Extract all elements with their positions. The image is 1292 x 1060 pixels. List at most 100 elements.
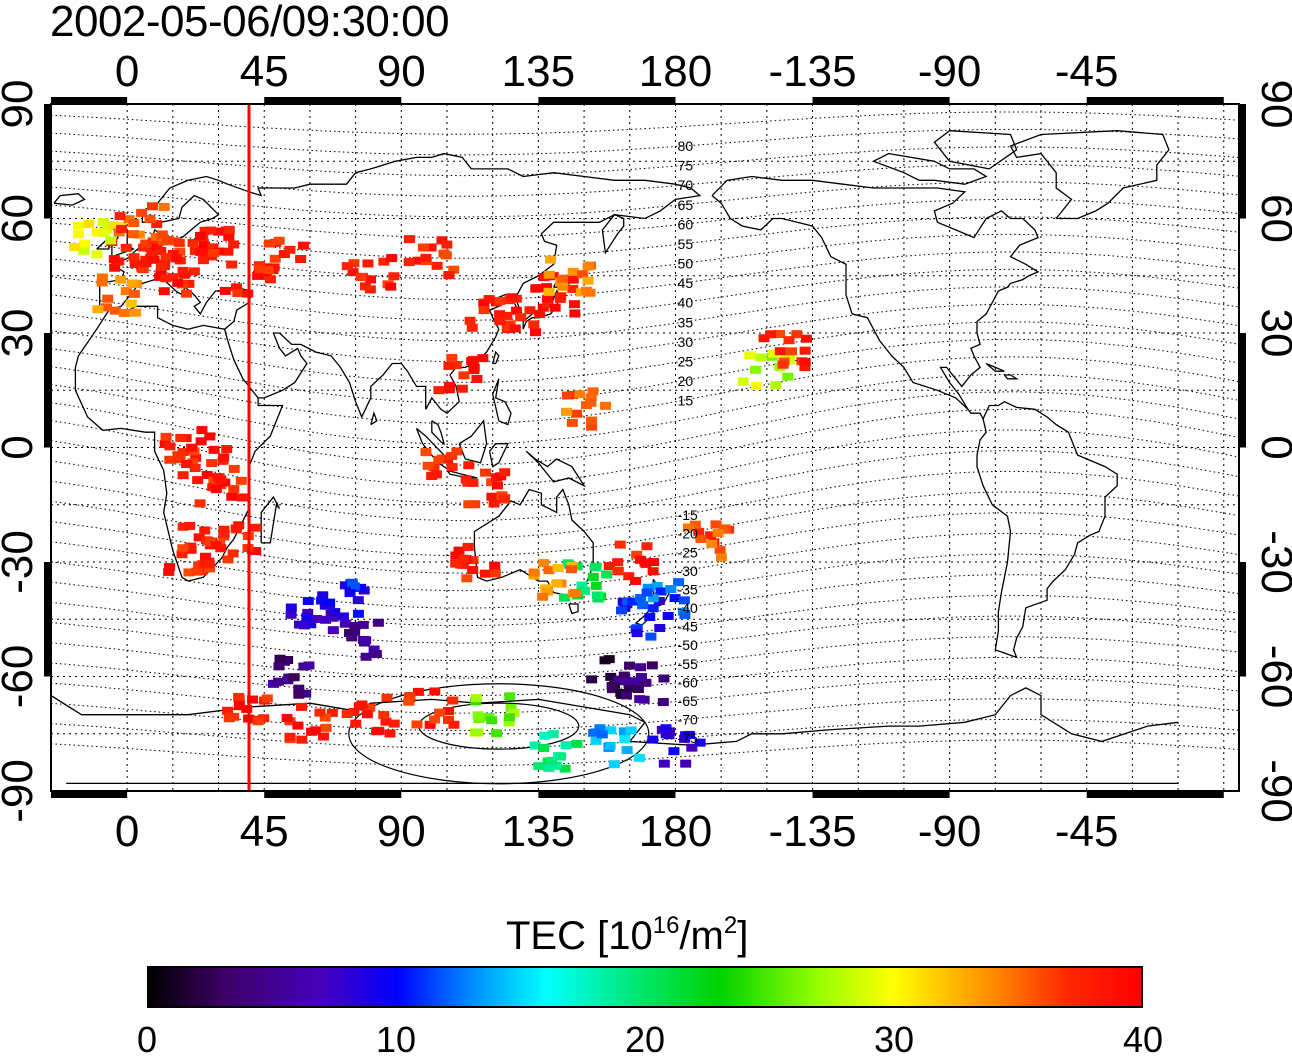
tec-point xyxy=(635,663,646,671)
tec-point xyxy=(184,522,195,530)
tec-point xyxy=(174,239,185,247)
tec-point xyxy=(473,711,484,719)
geomag-label: 45 xyxy=(678,275,694,291)
tec-point xyxy=(159,287,170,295)
tec-point xyxy=(755,353,766,361)
geomag-line xyxy=(51,182,1239,217)
coastline xyxy=(1004,375,1016,379)
tec-point xyxy=(471,375,482,383)
coastline xyxy=(986,364,1004,372)
tec-point xyxy=(0,624,1,632)
tec-point xyxy=(128,230,139,238)
frame-segment xyxy=(51,791,127,798)
tec-point xyxy=(544,271,555,279)
tec-point xyxy=(199,526,210,534)
frame-segment xyxy=(44,333,51,448)
tec-point xyxy=(586,675,597,683)
tec-point xyxy=(659,760,670,768)
tec-point xyxy=(544,288,555,296)
tec-point xyxy=(200,553,211,561)
tec-point xyxy=(446,354,457,362)
tec-point xyxy=(778,361,789,369)
colorbar-tick-label: 0 xyxy=(137,1022,157,1058)
tec-point xyxy=(384,729,395,737)
tec-point xyxy=(130,309,141,317)
coastline xyxy=(1011,131,1169,219)
tec-point xyxy=(350,622,361,630)
tec-point xyxy=(388,272,399,280)
tec-point xyxy=(800,358,811,366)
top-lon-tick-label: 0 xyxy=(115,47,139,96)
tec-point xyxy=(295,255,306,263)
tec-point xyxy=(195,232,206,240)
tec-point xyxy=(371,650,382,658)
tec-point xyxy=(97,279,108,287)
tec-point xyxy=(353,596,364,604)
tec-point xyxy=(600,656,611,664)
tec-point xyxy=(538,744,549,752)
tec-point xyxy=(213,473,224,481)
tec-point xyxy=(119,309,130,317)
tec-point xyxy=(314,709,325,717)
tec-point xyxy=(800,347,811,355)
left-lat-tick-label: 90 xyxy=(0,80,42,129)
tec-point xyxy=(237,493,248,501)
tec-point xyxy=(220,287,231,295)
top-lon-tick-label: 45 xyxy=(240,47,289,96)
geomag-line xyxy=(51,374,1239,444)
tec-point xyxy=(192,476,203,484)
tec-point xyxy=(196,426,207,434)
geomag-label: -35 xyxy=(678,581,698,597)
tec-point xyxy=(716,553,727,561)
colorbar-tick-label: 10 xyxy=(376,1022,416,1058)
tec-point xyxy=(570,589,581,597)
tec-point xyxy=(115,276,126,284)
tec-point xyxy=(109,255,120,263)
tec-point xyxy=(98,229,109,237)
tec-point xyxy=(531,284,542,292)
tec-point xyxy=(504,692,515,700)
tec-point xyxy=(232,289,243,297)
tec-point xyxy=(241,705,252,713)
tec-point xyxy=(786,347,797,355)
tec-point xyxy=(630,577,641,585)
colorbar-tick-label: 40 xyxy=(1123,1022,1163,1058)
tec-point xyxy=(328,626,339,634)
tec-point xyxy=(163,568,174,576)
tec-point xyxy=(550,304,561,312)
tec-point xyxy=(490,569,501,577)
tec-point xyxy=(159,203,170,211)
coastline xyxy=(51,688,1178,745)
tec-point xyxy=(381,694,392,702)
tec-point xyxy=(465,317,476,325)
tec-point xyxy=(494,317,505,325)
coastline xyxy=(874,154,987,185)
tec-point xyxy=(470,729,481,737)
tec-point xyxy=(178,267,189,275)
tec-point xyxy=(530,328,541,336)
tec-point xyxy=(642,588,653,596)
tec-point xyxy=(362,259,373,267)
tec-point xyxy=(92,305,103,313)
tec-point xyxy=(553,564,564,572)
top-lon-tick-label: -135 xyxy=(768,47,856,96)
geomag-label: 40 xyxy=(678,295,694,311)
tec-point xyxy=(362,710,373,718)
tec-point xyxy=(471,694,482,702)
tec-point xyxy=(404,235,415,243)
tec-point xyxy=(233,693,244,701)
frame-segment xyxy=(51,97,127,104)
tec-point xyxy=(613,567,624,575)
tec-point xyxy=(423,462,434,470)
tec-point xyxy=(429,687,440,695)
tec-point xyxy=(581,401,592,409)
tec-point xyxy=(632,629,643,637)
tec-point xyxy=(463,461,474,469)
tec-point xyxy=(656,587,667,595)
tec-point xyxy=(433,456,444,464)
tec-point xyxy=(284,733,295,741)
geomag-label: -20 xyxy=(678,526,698,542)
tec-point xyxy=(782,373,793,381)
left-lat-tick-label: -90 xyxy=(0,759,42,823)
tec-point xyxy=(149,256,160,264)
